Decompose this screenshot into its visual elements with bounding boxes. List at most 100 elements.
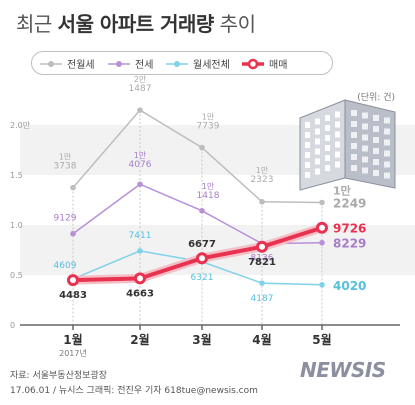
x-label-4: 5월 [312, 332, 331, 347]
x-label-1: 2월 [130, 332, 149, 347]
newsis-logo: NEWSIS [300, 358, 386, 382]
building-window [362, 123, 368, 130]
point-3-4 [316, 221, 328, 234]
building-window [351, 154, 357, 160]
y-tick-2: 1.0 [10, 221, 23, 230]
building-window [305, 122, 310, 128]
unit-label: (단위: 건) [357, 93, 395, 103]
point-0-3 [259, 198, 265, 205]
point-0-1 [137, 107, 143, 113]
point-1-0 [70, 230, 76, 237]
building-window [305, 172, 310, 178]
y-tick-4: 2.0만 [10, 121, 31, 130]
building-window [373, 137, 379, 143]
label-0-1: 1487 [129, 84, 152, 94]
label-1-0: 9129 [54, 214, 77, 224]
building-window [362, 156, 368, 163]
label-1-1: 4076 [129, 160, 152, 170]
building-window [335, 161, 340, 168]
legend-items: 전월세 전세 월세전체 매매 [40, 58, 287, 71]
end-label-1: 8229 [333, 237, 366, 251]
end-label-0: 2249 [333, 197, 366, 211]
label-top-1-1: 1만 [134, 151, 147, 160]
building-window [373, 159, 379, 165]
end-label-2: 4020 [333, 279, 366, 293]
point-0-2 [199, 144, 205, 151]
point-3-3 [256, 240, 268, 253]
label-top-0-2: 1만 [202, 113, 215, 122]
building-window [351, 132, 357, 138]
label-2-1: 7411 [129, 231, 152, 241]
title-main: 서울 아파트 거래량 [57, 12, 215, 36]
chart-title: 최근 서울 아파트 거래량 추이 [16, 8, 256, 37]
building-window [384, 161, 390, 168]
label-3-1: 4663 [126, 288, 154, 299]
building-window [373, 148, 379, 154]
legend-marker-1 [116, 61, 122, 67]
x-label-3: 4월 [252, 332, 271, 347]
building-window [315, 158, 320, 165]
point-0-4 [319, 199, 325, 206]
building-window [373, 115, 379, 121]
legend: 전월세 전세 월세전체 매매 [31, 51, 333, 75]
y-tick-1: 0.5 [10, 271, 23, 280]
label-3-3: 7821 [248, 257, 276, 268]
label-0-0: 3738 [54, 162, 77, 172]
building-window [351, 110, 357, 116]
label-0-3: 2323 [251, 175, 274, 185]
legend-label-3: 매매 [269, 59, 287, 71]
building-window [384, 172, 390, 179]
label-2-2: 6321 [191, 273, 214, 283]
building-window [325, 125, 330, 131]
point-3-2 [196, 252, 208, 265]
label-top-0-3: 1만 [256, 166, 269, 175]
legend-label-1: 전세 [135, 59, 153, 71]
y-tick-3: 1.5 [10, 171, 23, 180]
building-window [384, 128, 390, 135]
building-window [351, 121, 357, 127]
building-window [351, 165, 357, 171]
point-1-4 [319, 239, 325, 246]
label-2-0: 4609 [54, 261, 77, 271]
point-3-1 [134, 272, 146, 285]
source-text: 자료: 서울부동산정보광장 [10, 371, 107, 381]
building-window [325, 135, 330, 141]
building-window [384, 117, 390, 124]
building-window [362, 145, 368, 152]
building-window [315, 168, 320, 175]
building-window [325, 165, 330, 171]
credit-text: 17.06.01 / 뉴시스 그래픽: 전진우 기자 618tue@newsis… [10, 386, 258, 396]
point-3-0 [67, 274, 79, 287]
building-window [373, 170, 379, 176]
label-top-0-1: 2만 [134, 75, 147, 84]
end-label-3: 9726 [333, 222, 366, 236]
building-window [335, 111, 340, 118]
building-window [373, 126, 379, 132]
point-2-4 [319, 282, 325, 288]
legend-label-2: 월세전체 [193, 59, 230, 71]
point-1-1 [137, 181, 143, 188]
building-window [315, 128, 320, 135]
label-1-2: 1418 [197, 191, 220, 201]
x-sublabel-0: 2017년 [59, 348, 87, 358]
building-window [335, 121, 340, 128]
building-window [362, 112, 368, 119]
point-0-0 [70, 184, 76, 191]
legend-marker-3 [247, 58, 259, 70]
end-label-top-0: 1만 [333, 184, 351, 198]
building-window [325, 145, 330, 151]
building-window [305, 162, 310, 168]
building-window [305, 142, 310, 148]
title-suffix: 추이 [213, 12, 256, 36]
legend-marker-0 [48, 61, 54, 67]
building-icon [299, 99, 396, 191]
building-window [351, 143, 357, 149]
label-top-0-0: 1만 [59, 153, 72, 162]
building-window [325, 155, 330, 161]
building-window [305, 152, 310, 158]
building-window [362, 134, 368, 141]
building-window [315, 148, 320, 155]
point-2-1 [137, 248, 143, 254]
title-prefix: 최근 [16, 12, 58, 36]
point-2-3 [259, 280, 265, 286]
